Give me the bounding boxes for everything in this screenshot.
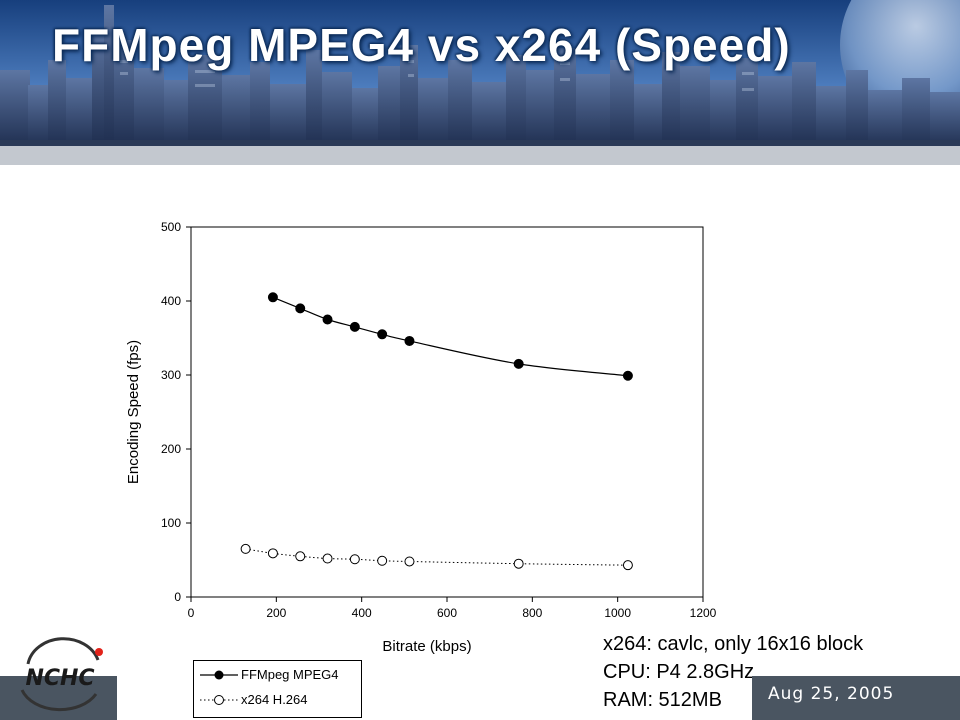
x-axis-label: Bitrate (kbps) <box>382 638 471 655</box>
header-banner: FFMpeg MPEG4 vs x264 (Speed) <box>0 0 960 165</box>
speed-chart: 0 200 400 600 800 1000 1200 0 100 200 300 400 500 En… <box>125 220 717 655</box>
city-skyline-image <box>0 0 960 165</box>
data-point-1 <box>349 554 360 565</box>
y-tick-label: 400 <box>161 294 181 308</box>
footer-date: Aug 25, 2005 <box>768 684 895 704</box>
data-point-0 <box>322 314 333 325</box>
data-point-0 <box>349 321 360 332</box>
data-point-0 <box>267 292 278 303</box>
data-point-1 <box>513 558 524 569</box>
series-line-1 <box>245 548 628 566</box>
data-point-1 <box>295 551 306 562</box>
data-point-1 <box>322 553 333 564</box>
x-tick-label: 400 <box>352 606 372 620</box>
nchc-logo: NCHC <box>20 637 103 712</box>
data-point-0 <box>404 335 415 346</box>
y-tick-label: 0 <box>174 590 181 604</box>
y-axis-label: Encoding Speed (fps) <box>125 340 142 484</box>
x-tick-label: 200 <box>266 606 286 620</box>
footer-bar-left <box>0 676 117 720</box>
legend-label-x264: x264 H.264 <box>241 692 308 707</box>
data-point-1 <box>622 560 633 571</box>
plot-frame <box>190 226 704 598</box>
data-point-1 <box>404 556 415 567</box>
chart-axes: 0 200 400 600 800 1000 1200 0 100 200 300 400 500 <box>161 220 717 620</box>
filled-circle-marker-icon <box>200 670 238 680</box>
y-tick-label: 100 <box>161 516 181 530</box>
logo-wordmark: NCHC <box>25 666 94 691</box>
data-point-1 <box>267 548 278 559</box>
data-point-1 <box>240 543 251 554</box>
data-point-0 <box>622 370 633 381</box>
note-line: CPU: P4 2.8GHz <box>603 661 755 683</box>
x-tick-label: 1000 <box>604 606 631 620</box>
logo-red-dot <box>95 648 103 656</box>
data-point-0 <box>513 358 524 369</box>
open-circle-marker-icon <box>200 695 238 705</box>
note-line: RAM: 512MB <box>603 689 722 711</box>
legend-item-ffmpeg: FFMpeg MPEG4 <box>194 665 359 685</box>
data-point-0 <box>377 329 388 340</box>
chart-series <box>240 292 633 571</box>
y-tick-label: 200 <box>161 442 181 456</box>
data-point-1 <box>377 555 388 566</box>
legend-label-ffmpeg: FFMpeg MPEG4 <box>241 667 339 682</box>
y-tick-label: 500 <box>161 220 181 234</box>
x-tick-label: 0 <box>188 606 195 620</box>
x-tick-label: 800 <box>522 606 542 620</box>
footer-bar-right <box>752 676 960 720</box>
legend-item-x264: x264 H.264 <box>194 690 359 710</box>
test-notes: x264: cavlc, only 16x16 block CPU: P4 2.… <box>603 630 863 714</box>
slide-title: FFMpeg MPEG4 vs x264 (Speed) <box>52 19 791 71</box>
x-tick-label: 600 <box>437 606 457 620</box>
data-point-0 <box>295 303 306 314</box>
note-line: x264: cavlc, only 16x16 block <box>603 633 864 655</box>
x-tick-label: 1200 <box>690 606 717 620</box>
chart-legend: FFMpeg MPEG4 x264 H.264 <box>193 660 362 718</box>
y-tick-label: 300 <box>161 368 181 382</box>
series-line-0 <box>272 296 628 377</box>
